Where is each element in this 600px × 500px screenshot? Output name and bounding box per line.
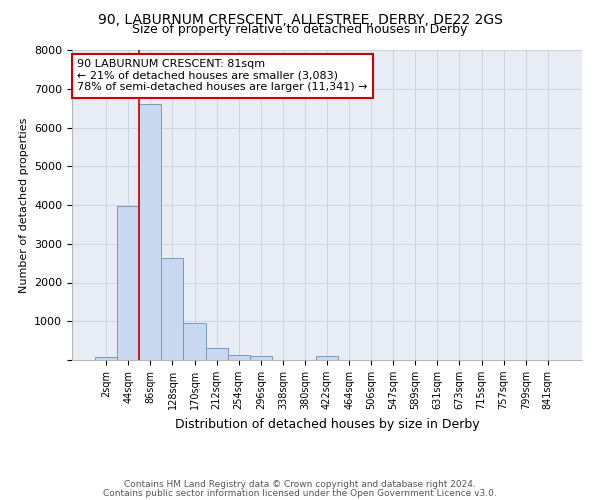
Text: 90, LABURNUM CRESCENT, ALLESTREE, DERBY, DE22 2GS: 90, LABURNUM CRESCENT, ALLESTREE, DERBY,… [98, 12, 502, 26]
X-axis label: Distribution of detached houses by size in Derby: Distribution of detached houses by size … [175, 418, 479, 430]
Text: Size of property relative to detached houses in Derby: Size of property relative to detached ho… [133, 22, 467, 36]
Bar [250, 356, 272, 360]
Text: Contains public sector information licensed under the Open Government Licence v3: Contains public sector information licen… [103, 489, 497, 498]
Text: Contains HM Land Registry data © Crown copyright and database right 2024.: Contains HM Land Registry data © Crown c… [124, 480, 476, 489]
Bar [95, 357, 117, 360]
Text: 90 LABURNUM CRESCENT: 81sqm
← 21% of detached houses are smaller (3,083)
78% of : 90 LABURNUM CRESCENT: 81sqm ← 21% of det… [77, 60, 368, 92]
Bar [184, 323, 206, 360]
Bar [161, 258, 184, 360]
Bar [117, 206, 139, 360]
Bar [316, 356, 338, 360]
Y-axis label: Number of detached properties: Number of detached properties [19, 118, 29, 292]
Bar [227, 355, 250, 360]
Bar [206, 348, 227, 360]
Bar [139, 104, 161, 360]
